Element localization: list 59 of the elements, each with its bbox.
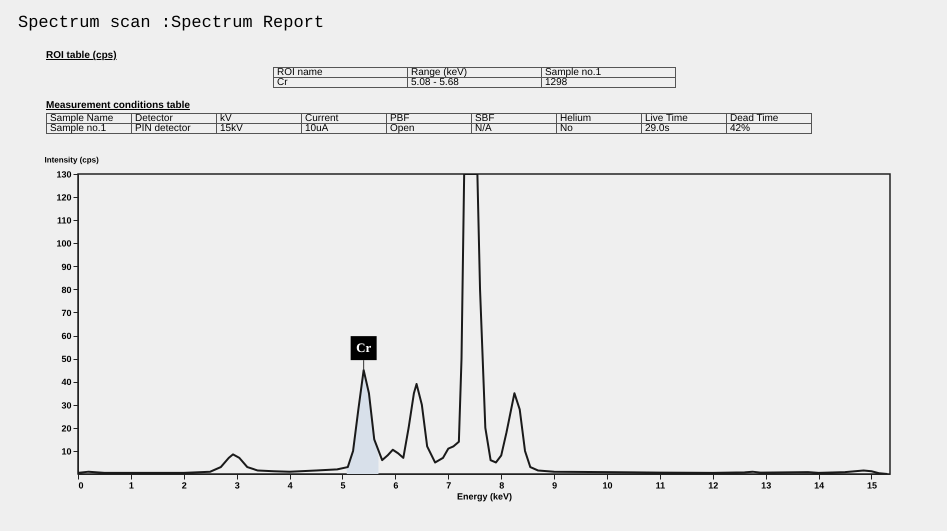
text: Measurement conditions table (46, 100, 191, 111)
y-tick-label: 120 (56, 192, 72, 203)
y-tick-label: 30 (61, 400, 72, 410)
y-axis-title: Intensity (cps) (44, 156, 100, 164)
y-tick-label: 60 (61, 331, 72, 342)
x-tick-label: 15 (866, 480, 877, 490)
x-tick-label: 2 (182, 480, 187, 490)
text: No (556, 123, 642, 134)
text: 42% (726, 123, 812, 134)
text: 29.0s (642, 123, 726, 134)
text: Sample no.1 (542, 67, 676, 78)
y-tick-label: 100 (56, 238, 72, 249)
y-tick-label: 10 (61, 446, 72, 456)
text: ROI table (cps) (46, 50, 118, 61)
x-tick-label: 11 (656, 480, 666, 490)
y-tick-label: 50 (61, 354, 72, 364)
x-tick-label: 3 (234, 480, 240, 490)
text: SBF (472, 113, 556, 124)
x-tick-label: 6 (393, 480, 398, 490)
x-tick-label: 9 (552, 480, 558, 490)
text: Live Time (642, 113, 726, 124)
text: Current (302, 113, 386, 124)
y-tick-label: 70 (61, 308, 72, 318)
text: Detector (132, 113, 216, 124)
y-tick-label: 90 (61, 262, 72, 272)
text: Open (386, 123, 472, 134)
x-tick-label: 4 (288, 480, 293, 490)
annotation: Cr (356, 340, 372, 356)
x-axis-title: Energy (keV) (456, 492, 512, 502)
text: 15kV (216, 123, 302, 134)
x-tick-label: 8 (499, 480, 504, 490)
x-tick-label: 12 (708, 480, 718, 490)
text: N/A (472, 123, 556, 134)
text: PIN detector (132, 123, 216, 134)
text: Sample no.1 (46, 123, 132, 134)
x-tick-label: 0 (78, 480, 84, 490)
chart-title: Spectrum scan :Spectrum Report (17, 13, 326, 35)
text: ROI name (274, 67, 408, 78)
text: Range (keV) (408, 67, 542, 78)
text: 1298 (542, 77, 676, 88)
y-tick-label: 130 (56, 170, 72, 180)
text: kV (216, 113, 302, 124)
x-tick-label: 7 (446, 480, 452, 490)
text: PBF (386, 113, 472, 124)
x-tick-label: 5 (340, 480, 346, 490)
text: 5.08 - 5.68 (408, 77, 542, 88)
text: Sample Name (46, 113, 132, 124)
y-tick-label: 20 (61, 423, 72, 434)
x-tick-label: 13 (761, 480, 772, 490)
x-tick-label: 1 (128, 480, 134, 490)
y-tick-label: 40 (61, 377, 72, 388)
y-tick-label: 80 (61, 284, 72, 295)
x-tick-label: 14 (814, 480, 824, 490)
text: Dead Time (726, 113, 812, 124)
text: Helium (556, 113, 642, 124)
x-tick-label: 10 (602, 480, 612, 490)
y-tick-label: 110 (56, 216, 72, 226)
text: 10uA (302, 123, 386, 134)
text: Cr (274, 77, 408, 88)
